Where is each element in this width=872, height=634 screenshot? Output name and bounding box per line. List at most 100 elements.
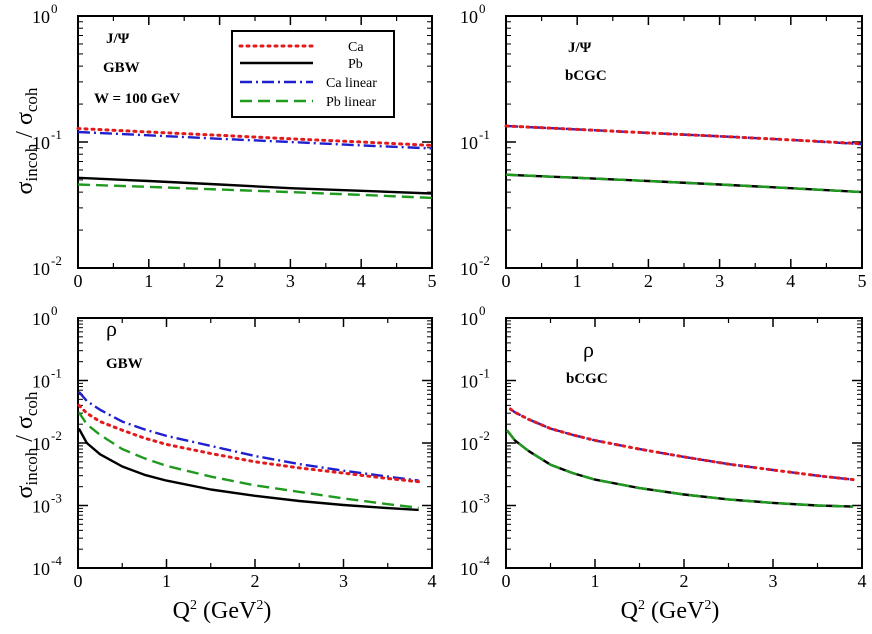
top-right-series-pb <box>505 173 863 194</box>
panel-tl-energy-label: W = 100 GeV <box>94 91 180 107</box>
bottom-right-ytick-exponent: -1 <box>479 366 490 381</box>
legend: Ca Pb Ca linear Pb linear <box>231 30 395 118</box>
bottom-left-ytick-label: 10 <box>32 497 50 517</box>
top-left-series-ca-linear <box>77 130 433 150</box>
top-right-xtick-label: 1 <box>573 271 582 291</box>
bottom-right-ytick-label: 10 <box>460 372 478 392</box>
y-title-top-coh: coh <box>22 87 41 112</box>
panel-bl-particle-label: ρ <box>106 316 117 341</box>
top-right-ytick-exponent: -2 <box>479 253 490 268</box>
top-right-ytick-label: 10 <box>460 133 478 153</box>
panel-tl-particle-label: J/Ψ <box>106 31 130 47</box>
top-right-xtick-label: 0 <box>502 271 511 291</box>
y-title-top-incoh: incoh <box>22 143 41 181</box>
top-right-ytick-exponent: -1 <box>479 127 490 142</box>
bottom-left-ytick-label: 10 <box>32 309 50 329</box>
bottom-right-xtick-label: 1 <box>591 571 600 591</box>
bottom-right-xtick-label: 2 <box>680 571 689 591</box>
bottom-right-series-pb-linear <box>505 429 854 508</box>
top-left-ytick-exponent: -1 <box>51 127 62 142</box>
y-title-top-slash: / <box>12 125 38 144</box>
bottom-right-ytick-exponent: -2 <box>479 428 490 443</box>
legend-label-ca-linear: Ca linear <box>326 76 377 91</box>
top-left-xtick-label: 2 <box>215 271 224 291</box>
top-right-xtick-label: 2 <box>644 271 653 291</box>
y-title-bottom-sigma2: σ <box>12 416 38 429</box>
bottom-left-xtick-label: 2 <box>251 571 260 591</box>
bottom-left-series-pb-linear <box>77 411 419 509</box>
bottom-right-ytick-label: 10 <box>460 559 478 579</box>
panel-tr-particle-label: J/Ψ <box>568 40 592 56</box>
top-right-xtick-label: 3 <box>715 271 724 291</box>
panel-tl-model-label: GBW <box>103 60 140 76</box>
bottom-left-ytick-label: 10 <box>32 434 50 454</box>
legend-label-pb: Pb <box>348 57 363 72</box>
bottom-left-series-pb <box>77 428 419 512</box>
x-axis-title-right: Q2 (GeV2) <box>621 598 720 624</box>
bottom-left-ytick-exponent: -3 <box>51 491 62 506</box>
top-left-ytick-label: 10 <box>32 133 50 153</box>
y-title-top-sigma1: σ <box>12 181 38 194</box>
svg-text:σincoh / σcoh: σincoh / σcoh <box>12 87 41 194</box>
top-left-series-pb-linear <box>77 183 433 200</box>
panel-br-particle-label: ρ <box>583 337 594 362</box>
panel-bl-model-label: GBW <box>106 356 143 372</box>
bottom-right-frame <box>505 317 863 569</box>
top-left-ytick-label: 10 <box>32 7 50 27</box>
svg-text:σincoh / σcoh: σincoh / σcoh <box>12 391 41 498</box>
bottom-left-series-ca <box>77 403 421 484</box>
bottom-left-ytick-exponent: 0 <box>51 303 58 318</box>
y-title-bottom-sigma1: σ <box>12 485 38 498</box>
top-left-xtick-label: 1 <box>144 271 153 291</box>
y-title-bottom-coh: coh <box>22 391 41 416</box>
bottom-right-ytick-exponent: -3 <box>479 491 490 506</box>
top-right-xtick-label: 4 <box>786 271 795 291</box>
top-left-xtick-label: 5 <box>428 271 437 291</box>
top-right-series-ca <box>504 124 864 146</box>
top-left-ytick-label: 10 <box>32 259 50 279</box>
top-right-xtick-label: 5 <box>858 271 867 291</box>
bottom-left-ytick-label: 10 <box>32 559 50 579</box>
top-left-ytick-exponent: -2 <box>51 253 62 268</box>
bottom-right-series-ca <box>508 407 855 482</box>
bottom-left-ytick-exponent: -4 <box>51 553 62 568</box>
bottom-right-xtick-label: 0 <box>502 571 511 591</box>
legend-label-pb-linear: Pb linear <box>326 95 376 110</box>
y-title-bottom-incoh: incoh <box>22 447 41 485</box>
bottom-right-ytick-label: 10 <box>460 309 478 329</box>
y-axis-title-bottom: σincoh / σcoh <box>12 391 41 498</box>
bottom-left-ytick-exponent: -2 <box>51 428 62 443</box>
top-right-ytick-exponent: 0 <box>479 1 486 16</box>
top-left-xtick-label: 0 <box>74 271 83 291</box>
bottom-right-ytick-exponent: -4 <box>479 553 490 568</box>
top-left-series-ca <box>76 127 434 147</box>
x-axis-title-left: Q2 (GeV2) <box>173 598 272 624</box>
bottom-right-xtick-label: 4 <box>858 571 867 591</box>
top-left-series-pb <box>77 176 433 195</box>
bottom-right-ytick-exponent: 0 <box>479 303 486 318</box>
panel-br-model-label: bCGC <box>566 371 608 387</box>
top-left-xtick-label: 4 <box>357 271 366 291</box>
bottom-right-ytick-label: 10 <box>460 497 478 517</box>
top-right-series-pb-linear <box>505 173 863 194</box>
bottom-left-xtick-label: 4 <box>428 571 437 591</box>
bottom-right-xtick-label: 3 <box>769 571 778 591</box>
y-axis-title-top: σincoh / σcoh <box>12 87 41 194</box>
top-left-ytick-exponent: 0 <box>51 1 58 16</box>
top-left-xtick-label: 3 <box>286 271 295 291</box>
bottom-left-ytick-label: 10 <box>32 372 50 392</box>
legend-label-ca: Ca <box>348 40 364 55</box>
y-title-top-sigma2: σ <box>12 112 38 125</box>
bottom-left-xtick-label: 1 <box>162 571 171 591</box>
top-right-ytick-label: 10 <box>460 7 478 27</box>
bottom-right-ytick-label: 10 <box>460 434 478 454</box>
bottom-left-ytick-exponent: -1 <box>51 366 62 381</box>
top-right-ytick-label: 10 <box>460 259 478 279</box>
bottom-left-xtick-label: 0 <box>74 571 83 591</box>
bottom-left-xtick-label: 3 <box>339 571 348 591</box>
